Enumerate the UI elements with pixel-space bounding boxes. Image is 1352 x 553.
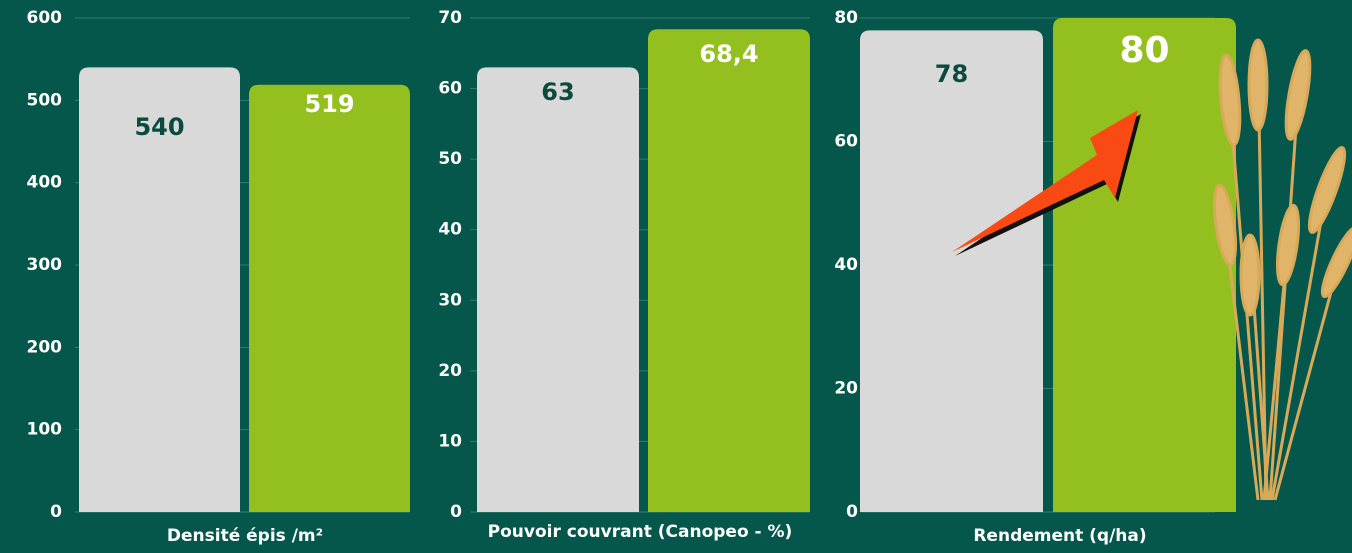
value-label: 68,4 <box>699 40 758 68</box>
value-label: 519 <box>304 90 354 118</box>
y-tick-label: 400 <box>27 173 63 193</box>
x-axis-label: Pouvoir couvrant (Canopeo - %) <box>488 522 793 542</box>
y-tick-label: 20 <box>834 379 858 399</box>
y-tick-label: 200 <box>27 337 63 357</box>
x-axis-label: Densité épis /m² <box>167 526 323 546</box>
y-tick-label: 30 <box>438 290 462 310</box>
y-tick-label: 500 <box>27 90 63 110</box>
value-label: 80 <box>1119 30 1169 71</box>
y-tick-label: 300 <box>27 255 63 275</box>
y-tick-label: 50 <box>438 149 462 169</box>
value-label: 63 <box>541 78 574 106</box>
value-label: 78 <box>935 60 968 88</box>
chart-panel: 0100200300400500600540519Densité épis /m… <box>0 0 1352 553</box>
y-tick-label: 600 <box>27 8 63 28</box>
x-axis-label: Rendement (q/ha) <box>973 526 1146 546</box>
y-tick-label: 60 <box>438 79 462 99</box>
bar <box>648 29 810 512</box>
bar <box>1053 18 1236 512</box>
y-tick-label: 40 <box>834 255 858 275</box>
y-tick-label: 40 <box>438 220 462 240</box>
y-tick-label: 20 <box>438 361 462 381</box>
y-tick-label: 70 <box>438 8 462 28</box>
y-tick-label: 0 <box>50 502 62 522</box>
y-tick-label: 60 <box>834 132 858 152</box>
value-label: 540 <box>134 113 184 141</box>
bar <box>249 85 410 512</box>
bar <box>860 30 1043 512</box>
y-tick-label: 0 <box>450 502 462 522</box>
bar <box>477 67 639 512</box>
y-tick-label: 100 <box>27 420 63 440</box>
y-tick-label: 10 <box>438 431 462 451</box>
y-tick-label: 80 <box>834 8 858 28</box>
y-tick-label: 0 <box>846 502 858 522</box>
